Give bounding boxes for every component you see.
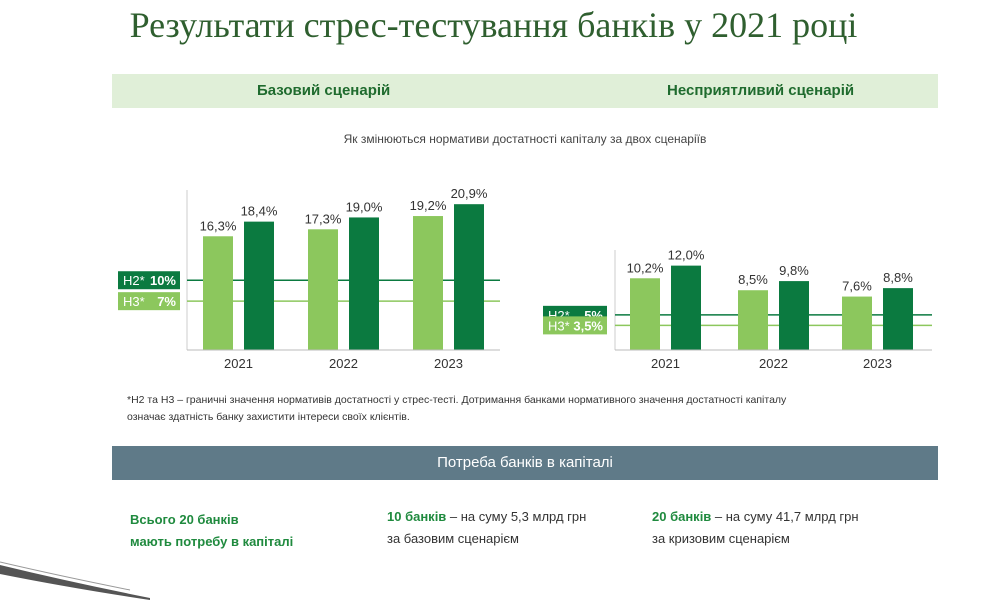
footnote: *Н2 та Н3 – граничні значення нормативів… xyxy=(127,392,927,426)
x-tick-2022: 2022 xyxy=(759,356,788,371)
data-label-Н2-2022: 19,0% xyxy=(346,199,383,214)
data-label-Н2-2021: 12,0% xyxy=(668,248,705,263)
base-scenario-need: 10 банків – на суму 5,3 млрд грн за базо… xyxy=(387,506,586,550)
bar-Н3-2022 xyxy=(308,229,338,350)
bar-Н3-2021 xyxy=(630,278,660,350)
data-label-Н3-2023: 7,6% xyxy=(842,279,872,294)
bar-Н2-2022 xyxy=(779,281,809,350)
data-label-Н2-2021: 18,4% xyxy=(241,204,278,219)
scenario-header: Базовий сценарій Несприятливий сценарій xyxy=(112,74,938,108)
base-scenario-text: за базовим сценарієм xyxy=(387,531,519,546)
base-amount: – на суму 5,3 млрд грн xyxy=(446,509,587,524)
crisis-count: 20 банків xyxy=(652,509,712,524)
threshold-badge-Н2 xyxy=(118,271,180,290)
data-label-Н3-2022: 17,3% xyxy=(305,211,342,226)
chart-subtitle: Як змінюються нормативи достатності капі… xyxy=(343,132,707,146)
footnote-line-1: *Н2 та Н3 – граничні значення нормативів… xyxy=(127,394,787,406)
total-banks-need: Всього 20 банків мають потребу в капітал… xyxy=(130,509,293,553)
crisis-scenario-text: за кризовим сценарієм xyxy=(652,531,790,546)
threshold-value-Н3: 3,5% xyxy=(573,318,603,333)
threshold-name-Н2: Н2* xyxy=(123,273,145,288)
data-label-Н3-2023: 19,2% xyxy=(410,198,447,213)
bar-Н3-2021 xyxy=(203,236,233,350)
data-label-Н3-2021: 16,3% xyxy=(200,218,237,233)
adverse-scenario-label: Несприятливий сценарій xyxy=(667,82,855,99)
data-label-Н2-2022: 9,8% xyxy=(779,263,809,278)
bar-Н3-2023 xyxy=(413,216,443,350)
x-tick-2021: 2021 xyxy=(224,356,253,371)
x-tick-2023: 2023 xyxy=(434,356,463,371)
x-tick-2022: 2022 xyxy=(329,356,358,371)
x-tick-2021: 2021 xyxy=(651,356,680,371)
threshold-name-Н3: Н3* xyxy=(548,318,570,333)
bar-Н3-2022 xyxy=(738,290,768,350)
bar-Н2-2023 xyxy=(454,204,484,350)
crisis-scenario-need: 20 банків – на суму 41,7 млрд грн за кри… xyxy=(652,506,859,550)
x-tick-2023: 2023 xyxy=(863,356,892,371)
threshold-badge-Н3 xyxy=(543,316,607,335)
total-line-1: Всього 20 банків xyxy=(130,512,239,527)
total-line-2: мають потребу в капіталі xyxy=(130,534,294,549)
data-label-Н3-2022: 8,5% xyxy=(738,272,768,287)
threshold-badge-Н3 xyxy=(118,292,180,311)
threshold-name-Н3: Н3* xyxy=(123,294,145,309)
capital-need-header: Потреба банків в капіталі xyxy=(112,446,938,480)
bar-Н2-2021 xyxy=(244,221,274,350)
data-label-Н2-2023: 8,8% xyxy=(883,270,913,285)
data-label-Н3-2021: 10,2% xyxy=(627,260,664,275)
base-scenario-label: Базовий сценарій xyxy=(257,82,391,99)
footnote-line-2: означає здатність банку захистити інтере… xyxy=(127,411,410,423)
data-label-Н2-2023: 20,9% xyxy=(451,186,488,201)
threshold-value-Н3: 7% xyxy=(157,294,176,309)
crisis-amount: – на суму 41,7 млрд грн xyxy=(711,509,859,524)
capital-need-title: Потреба банків в капіталі xyxy=(437,454,613,471)
bar-Н2-2023 xyxy=(883,288,913,350)
bar-Н3-2023 xyxy=(842,296,872,350)
base-count: 10 банків xyxy=(387,509,447,524)
bar-Н2-2022 xyxy=(349,217,379,350)
page-title: Результати стрес-тестування банків у 202… xyxy=(129,5,858,45)
threshold-value-Н2: 10% xyxy=(150,273,176,288)
bar-Н2-2021 xyxy=(671,265,701,350)
